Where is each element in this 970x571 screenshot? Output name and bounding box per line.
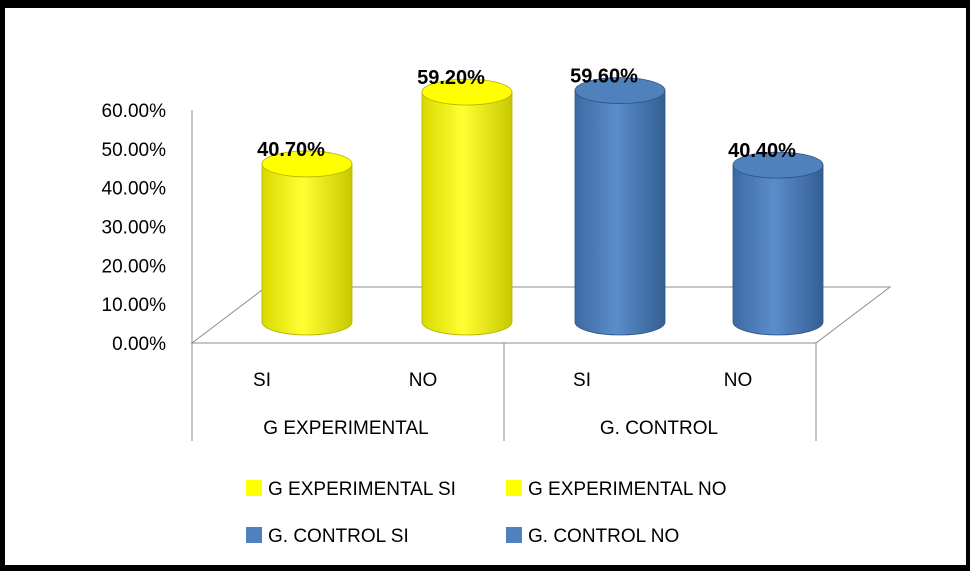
legend: G EXPERIMENTAL SI G EXPERIMENTAL NO G. C… [246,479,726,547]
y-axis-ticks: 0.00% 10.00% 20.00% 30.00% 40.00% 50.00% 60.00… [102,101,167,355]
y-tick-label: 10.00% [102,295,167,316]
category-label-1: SI [253,370,271,391]
chart-floor [190,286,892,344]
legend-swatch-control-no [506,527,522,543]
bar [261,150,353,336]
group-label-control: G. CONTROL [600,418,718,439]
bar-top [732,151,824,179]
bar-top [574,77,666,104]
legend-swatch-control-si [246,527,262,543]
bar-top [421,78,513,106]
bars-layer: 40.70% 59.20% 59.60% 40.40% [257,66,824,336]
legend-swatch-experimental-no [506,480,522,496]
bar-body [421,91,513,336]
bar-top [261,150,353,178]
y-tick-label: 20.00% [102,256,167,277]
bar-data-label: 59.60% [570,66,638,88]
bar [574,77,666,336]
bar-data-label: 59.20% [417,67,485,89]
y-tick-label: 60.00% [102,101,167,122]
bar-body [732,164,824,336]
bar [421,78,513,336]
bar-body [261,163,353,336]
category-label-2: NO [409,370,438,391]
group-label-experimental: G EXPERIMENTAL [263,418,428,439]
y-tick-label: 0.00% [112,334,166,355]
legend-label-control-no: G. CONTROL NO [528,526,679,547]
category-label-3: SI [573,370,591,391]
y-tick-label: 30.00% [102,218,167,239]
legend-label-experimental-si: G EXPERIMENTAL SI [268,479,456,500]
bar-body [574,90,666,336]
y-tick-label: 50.00% [102,140,167,161]
bar-data-label: 40.70% [257,139,325,161]
legend-label-control-si: G. CONTROL SI [268,526,409,547]
y-tick-label: 40.00% [102,179,167,200]
legend-label-experimental-no: G EXPERIMENTAL NO [528,479,726,500]
bar [732,151,824,336]
category-label-4: NO [724,370,753,391]
bar-data-label: 40.40% [728,140,796,162]
legend-swatch-experimental-si [246,480,262,496]
